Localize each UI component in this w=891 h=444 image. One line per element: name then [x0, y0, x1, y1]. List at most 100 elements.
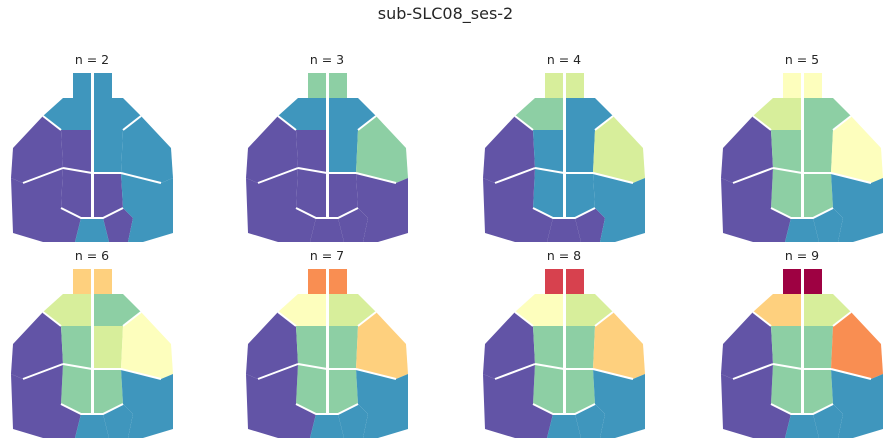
- brain-region: [329, 73, 347, 98]
- brain-region: [785, 218, 819, 242]
- brain-region: [545, 269, 563, 294]
- region-boundary: [752, 311, 772, 327]
- region-boundary: [357, 311, 377, 327]
- region-boundary: [295, 403, 359, 415]
- brain-region: [296, 130, 327, 173]
- brain-region: [121, 173, 173, 242]
- region-boundary: [592, 172, 634, 184]
- brain-region: [61, 326, 92, 369]
- brain-region: [11, 312, 63, 379]
- region-boundary: [772, 363, 831, 370]
- region-boundary: [257, 167, 299, 184]
- region-boundary: [120, 172, 162, 184]
- brain-region: [566, 269, 584, 294]
- brain-region: [103, 208, 133, 242]
- region-boundary: [592, 368, 634, 380]
- brain-region: [575, 404, 605, 438]
- brain-region: [593, 369, 645, 438]
- brain-map: [721, 73, 883, 242]
- region-boundary: [494, 363, 536, 380]
- region-boundary: [732, 167, 774, 184]
- brain-panel: n = 4: [475, 52, 653, 242]
- brain-region: [813, 404, 843, 438]
- brain-region: [61, 130, 92, 173]
- brain-region: [11, 364, 81, 438]
- region-boundary: [832, 311, 852, 327]
- brain-region: [94, 73, 112, 98]
- region-boundary: [494, 167, 536, 184]
- region-boundary: [594, 115, 614, 131]
- region-boundary: [357, 115, 377, 131]
- brain-region: [278, 294, 327, 326]
- brain-region: [310, 414, 344, 438]
- region-boundary: [832, 115, 852, 131]
- region-boundary: [295, 207, 359, 219]
- brain-region: [831, 312, 883, 379]
- brain-region: [783, 269, 801, 294]
- brain-region: [565, 294, 613, 326]
- brain-region: [328, 98, 376, 130]
- brain-region: [803, 130, 833, 173]
- brain-region: [329, 269, 347, 294]
- brain-panel: n = 8: [475, 248, 653, 438]
- region-boundary: [122, 311, 142, 327]
- brain-region: [338, 208, 368, 242]
- brain-region: [515, 98, 564, 130]
- brain-region: [771, 130, 802, 173]
- brain-region: [246, 364, 316, 438]
- brain-panel: n = 6: [3, 248, 181, 438]
- brain-panel: n = 3: [238, 52, 416, 242]
- brain-region: [753, 294, 802, 326]
- figure-title: sub-SLC08_ses-2: [377, 4, 514, 23]
- brain-region: [246, 168, 316, 242]
- brain-region: [565, 326, 595, 369]
- brain-region: [11, 168, 81, 242]
- region-boundary: [62, 363, 121, 370]
- region-boundary: [22, 363, 64, 380]
- region-boundary: [120, 368, 162, 380]
- brain-region: [246, 312, 298, 379]
- brain-region: [803, 294, 851, 326]
- brain-region: [296, 326, 327, 369]
- region-boundary: [297, 167, 356, 174]
- brain-map: [246, 73, 408, 242]
- panel-title: n = 6: [74, 248, 110, 263]
- brain-panel: n = 2: [3, 52, 181, 242]
- brain-region: [593, 116, 645, 183]
- brain-region: [515, 294, 564, 326]
- brain-region: [308, 73, 326, 98]
- region-boundary: [534, 167, 593, 174]
- brain-region: [356, 312, 408, 379]
- brain-region: [73, 269, 91, 294]
- brain-region: [565, 130, 595, 173]
- region-boundary: [534, 363, 593, 370]
- panel-title: n = 5: [784, 52, 820, 67]
- brain-region: [338, 404, 368, 438]
- brain-region: [593, 173, 645, 242]
- panel-title: n = 2: [74, 52, 110, 67]
- brain-region: [547, 218, 581, 242]
- region-boundary: [60, 403, 124, 415]
- brain-region: [803, 98, 851, 130]
- region-boundary: [60, 207, 124, 219]
- region-boundary: [277, 311, 297, 327]
- region-boundary: [514, 115, 534, 131]
- brain-region: [575, 208, 605, 242]
- region-boundary: [355, 172, 397, 184]
- brain-region: [328, 326, 358, 369]
- brain-region: [804, 269, 822, 294]
- region-boundary: [752, 115, 772, 131]
- brain-region: [831, 369, 883, 438]
- brain-region: [94, 269, 112, 294]
- brain-region: [483, 364, 553, 438]
- brain-region: [545, 73, 563, 98]
- brain-region: [483, 168, 553, 242]
- panel-title: n = 9: [784, 248, 820, 263]
- region-boundary: [355, 368, 397, 380]
- region-boundary: [532, 207, 596, 219]
- region-boundary: [732, 363, 774, 380]
- region-boundary: [122, 115, 142, 131]
- panel-title: n = 4: [546, 52, 582, 67]
- brain-region: [43, 294, 92, 326]
- brain-region: [721, 312, 773, 379]
